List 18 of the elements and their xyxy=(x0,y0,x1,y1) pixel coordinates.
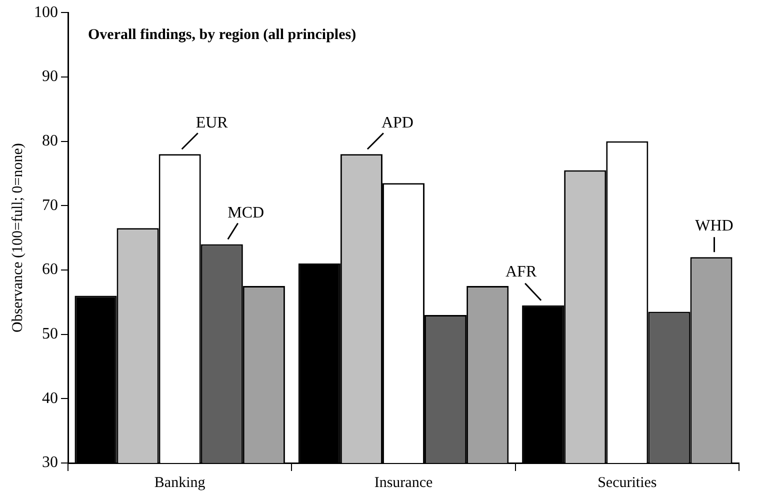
y-tick-label: 40 xyxy=(42,390,58,407)
y-axis-title: Observance (100=full; 0=none) xyxy=(10,143,26,332)
series-label: MCD xyxy=(228,204,264,222)
y-tick-label: 70 xyxy=(42,196,58,214)
y-tick-label: 100 xyxy=(34,4,58,21)
x-tick-label: Securities xyxy=(598,474,657,491)
y-tick-label: 90 xyxy=(42,68,58,86)
y-tick-label: 80 xyxy=(42,132,58,150)
series-label: AFR xyxy=(506,264,537,281)
y-tick-label: 50 xyxy=(42,326,58,343)
x-tick-label: Banking xyxy=(154,474,206,491)
y-tick-label: 60 xyxy=(42,261,58,278)
series-label: EUR xyxy=(196,114,228,132)
series-label: APD xyxy=(381,114,414,132)
text: Overall findings, by region (all principles) xyxy=(88,26,356,43)
y-tick-label: 30 xyxy=(42,454,58,472)
series-label: WHD xyxy=(695,217,734,234)
x-tick-label: Insurance xyxy=(374,474,433,491)
